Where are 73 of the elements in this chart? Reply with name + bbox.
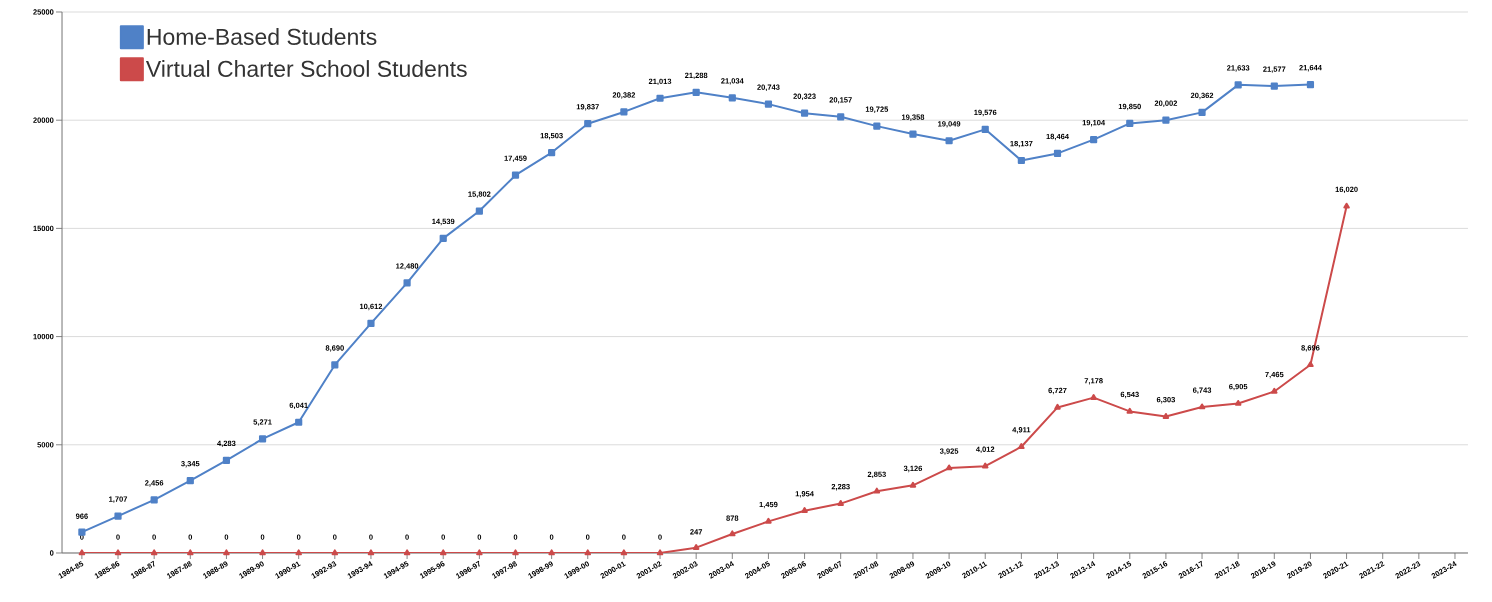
point xyxy=(765,517,772,524)
point xyxy=(945,464,953,471)
point xyxy=(367,549,375,556)
point xyxy=(222,456,231,464)
point xyxy=(223,549,230,556)
point xyxy=(78,528,86,536)
point xyxy=(476,549,483,556)
point xyxy=(186,477,194,485)
point xyxy=(1307,361,1314,368)
point xyxy=(1018,443,1025,450)
point xyxy=(584,120,592,128)
point xyxy=(873,122,881,130)
point xyxy=(656,94,664,102)
point xyxy=(1126,407,1134,414)
point xyxy=(403,549,411,556)
point xyxy=(1090,135,1098,144)
point xyxy=(512,549,519,556)
point xyxy=(1054,403,1061,410)
point xyxy=(150,496,158,504)
point xyxy=(1162,116,1170,124)
point xyxy=(909,130,917,138)
point xyxy=(439,549,447,556)
point xyxy=(295,418,303,426)
point xyxy=(584,549,592,556)
point xyxy=(187,549,194,556)
point xyxy=(873,487,881,494)
point xyxy=(1017,156,1025,165)
point xyxy=(728,94,736,102)
point xyxy=(78,549,86,556)
point xyxy=(837,113,845,121)
point xyxy=(764,100,773,108)
point xyxy=(1343,202,1350,209)
point xyxy=(692,544,700,550)
point xyxy=(511,171,520,179)
point xyxy=(729,530,736,537)
point xyxy=(403,279,411,287)
point xyxy=(801,507,808,513)
point xyxy=(1234,81,1242,89)
point xyxy=(475,207,483,215)
point xyxy=(114,512,122,520)
point xyxy=(150,549,158,556)
point xyxy=(548,549,555,556)
point xyxy=(1198,108,1206,116)
point xyxy=(656,549,664,556)
point xyxy=(945,137,953,145)
point xyxy=(620,108,628,116)
point xyxy=(295,549,302,556)
point xyxy=(1271,387,1278,394)
point xyxy=(1198,403,1206,410)
point xyxy=(367,319,375,327)
legend-label: Virtual Charter School Students xyxy=(145,60,467,77)
point xyxy=(258,435,267,443)
point xyxy=(114,549,122,556)
point xyxy=(1234,399,1242,406)
point xyxy=(1306,81,1315,89)
point xyxy=(1270,82,1278,90)
point xyxy=(1126,119,1134,128)
point xyxy=(692,88,700,96)
point xyxy=(981,125,989,133)
point xyxy=(331,361,339,369)
point xyxy=(439,234,447,242)
point xyxy=(1162,412,1170,419)
point xyxy=(1053,149,1062,158)
point xyxy=(837,499,844,506)
point xyxy=(981,462,989,469)
point xyxy=(909,481,917,488)
point xyxy=(620,549,628,556)
legend-label: Home-Based Students xyxy=(147,28,377,45)
point xyxy=(548,148,556,157)
point xyxy=(259,549,266,556)
point xyxy=(800,109,809,117)
point xyxy=(1090,394,1097,400)
point xyxy=(331,549,339,556)
